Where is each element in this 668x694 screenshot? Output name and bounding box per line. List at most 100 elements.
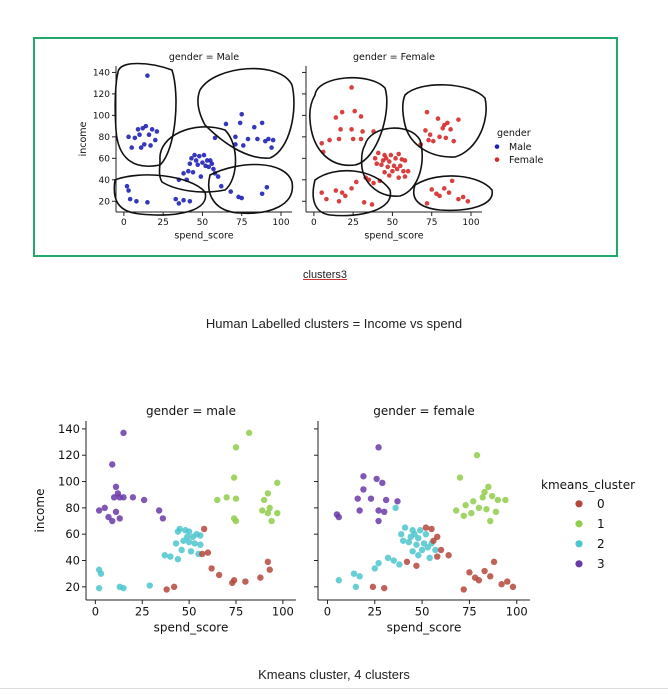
data-point <box>140 125 146 131</box>
data-point <box>405 168 411 174</box>
data-point <box>424 109 430 115</box>
data-point <box>462 502 469 509</box>
legend-gender: gender Male Female <box>494 128 544 166</box>
data-point <box>413 562 420 569</box>
data-point <box>422 524 430 531</box>
cluster-outline <box>208 163 294 215</box>
data-point <box>379 479 386 487</box>
x-tick-label: 50 <box>415 605 430 619</box>
data-point <box>350 570 358 577</box>
data-point <box>270 137 276 143</box>
data-point <box>354 495 361 502</box>
legend-label: Male <box>509 142 532 153</box>
data-point <box>149 127 155 132</box>
data-point <box>437 193 442 199</box>
legend-marker <box>575 520 583 528</box>
data-point <box>95 507 103 514</box>
data-point <box>190 169 196 175</box>
data-point <box>189 156 194 161</box>
data-point <box>159 515 167 522</box>
data-point <box>443 135 449 141</box>
data-point <box>129 494 137 501</box>
data-point <box>415 534 422 542</box>
data-point <box>129 145 135 150</box>
data-point <box>466 569 473 576</box>
data-point <box>423 128 428 133</box>
x-tick-label: 50 <box>182 605 197 619</box>
data-point <box>223 494 230 501</box>
cluster-outline <box>113 174 207 216</box>
data-point <box>360 473 367 480</box>
data-point <box>181 171 186 176</box>
data-point <box>424 544 431 551</box>
data-point <box>240 143 246 148</box>
data-point <box>218 183 224 189</box>
clusters3-link[interactable]: clusters3 <box>303 269 348 281</box>
data-point <box>193 158 199 163</box>
x-axis-label: spend_score <box>154 621 229 635</box>
data-point <box>335 577 343 584</box>
data-point <box>259 507 266 514</box>
data-point <box>269 145 274 150</box>
x-tick-label: 50 <box>387 218 399 228</box>
data-point <box>352 108 358 114</box>
legend-label: 1 <box>597 517 605 531</box>
data-point <box>167 553 174 560</box>
data-point <box>109 517 116 525</box>
data-point <box>319 140 325 146</box>
data-point <box>409 548 416 555</box>
data-point <box>112 483 120 491</box>
x-tick-label: 100 <box>272 605 294 619</box>
cluster-outline <box>309 76 388 167</box>
data-point <box>145 73 150 78</box>
legend-kmeans-cluster: kmeans_cluster 0 1 2 3 <box>541 478 635 571</box>
data-point <box>206 164 212 170</box>
data-point <box>212 135 218 141</box>
cluster-outline <box>401 84 487 158</box>
data-point <box>112 508 120 516</box>
data-point <box>369 202 375 207</box>
data-point <box>132 135 138 141</box>
data-point <box>430 537 437 544</box>
data-point <box>358 114 364 119</box>
data-point <box>232 517 240 525</box>
data-point <box>191 540 198 547</box>
data-point <box>407 533 414 541</box>
data-point <box>353 179 359 185</box>
data-point <box>154 129 160 134</box>
x-tick-label: 100 <box>462 218 479 228</box>
y-axis-label: income <box>78 121 89 156</box>
data-point <box>401 524 409 531</box>
data-point <box>349 85 354 90</box>
cluster-outline <box>158 126 237 193</box>
data-point <box>435 116 441 121</box>
x-tick-label: 0 <box>121 218 127 228</box>
data-point <box>116 515 123 522</box>
data-point <box>375 507 382 514</box>
data-point <box>127 196 133 202</box>
data-point <box>367 495 375 502</box>
data-point <box>504 578 511 585</box>
x-tick-label: 0 <box>92 605 99 619</box>
data-point <box>333 115 339 120</box>
y-tick-label: 40 <box>99 176 111 186</box>
data-point <box>487 517 494 525</box>
data-point <box>391 163 397 169</box>
data-point <box>456 196 461 202</box>
legend-label: 2 <box>597 537 605 551</box>
data-point <box>342 193 348 199</box>
data-point <box>327 137 332 143</box>
data-point <box>233 134 238 140</box>
data-point <box>386 159 392 164</box>
data-point <box>379 162 384 168</box>
data-point <box>426 554 433 562</box>
data-point <box>375 559 382 567</box>
data-point <box>200 525 208 533</box>
cluster-outline <box>312 169 392 217</box>
data-point <box>95 584 103 592</box>
data-point <box>174 528 182 535</box>
data-point <box>382 169 387 175</box>
data-point <box>456 117 461 122</box>
data-point <box>488 492 496 500</box>
data-point <box>369 583 377 591</box>
